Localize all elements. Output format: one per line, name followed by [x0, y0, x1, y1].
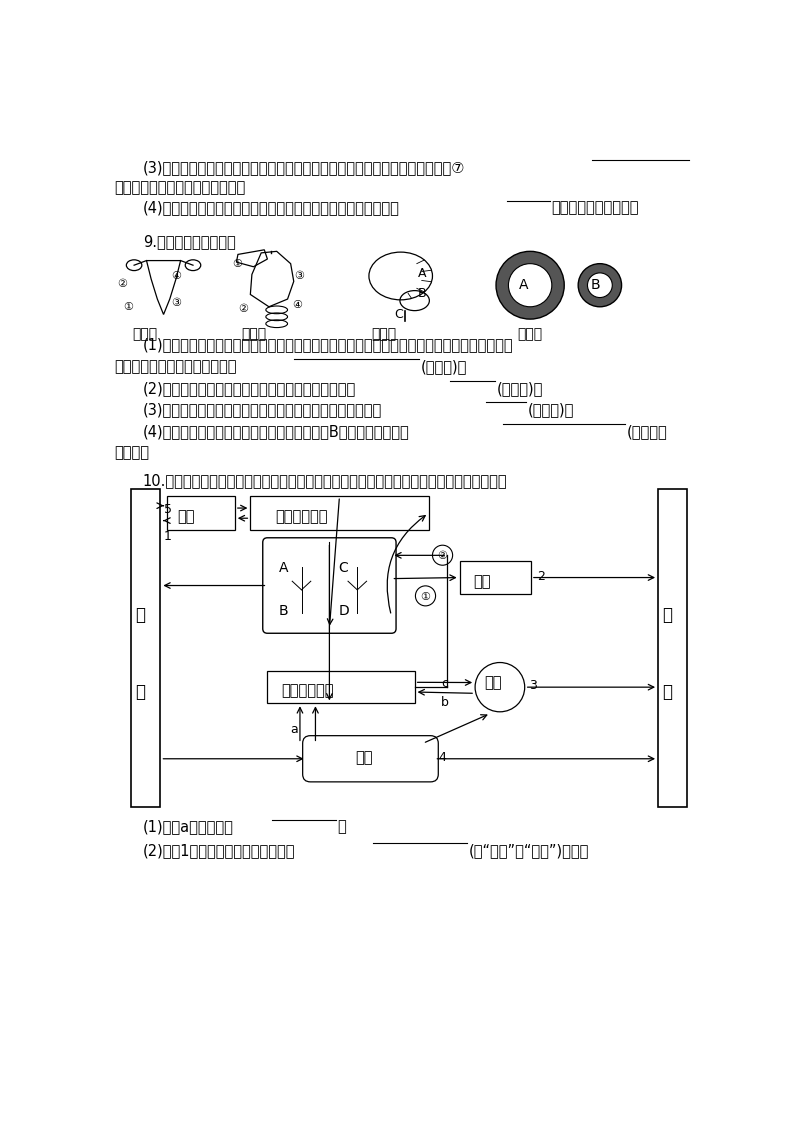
Text: 界: 界: [662, 683, 673, 701]
Text: D: D: [338, 604, 350, 618]
Text: ②: ②: [117, 280, 127, 289]
Text: 9.据图回答下列问题：: 9.据图回答下列问题：: [142, 234, 235, 249]
Text: (填代号)。: (填代号)。: [421, 359, 467, 375]
Text: 界: 界: [136, 683, 146, 701]
Text: b: b: [441, 696, 449, 710]
Text: C: C: [338, 561, 349, 575]
Text: (3)图（三）中植物人的神经系统可能没有受到损伤的部位是: (3)图（三）中植物人的神经系统可能没有受到损伤的部位是: [142, 402, 382, 418]
Text: 育、分娩依次经过图中的结构是: 育、分娩依次经过图中的结构是: [114, 359, 237, 375]
Text: （三）: （三）: [371, 327, 396, 341]
Text: (填“收缩”或“舒张”)状态。: (填“收缩”或“舒张”)状态。: [469, 842, 590, 858]
Text: 10.如图为人体呼吸系统、消化系统、循环系统和泌尿系统的生理活动示意图，请据图回答：: 10.如图为人体呼吸系统、消化系统、循环系统和泌尿系统的生理活动示意图，请据图回…: [142, 473, 507, 488]
Text: （二）: （二）: [241, 327, 266, 341]
Text: 3: 3: [530, 679, 538, 693]
Text: B: B: [279, 604, 289, 618]
Text: (1)图（一）为人体排卵、受精和胚泡发育示意图。请指出分泌卵细胞、受精卵的形成、胚胎发: (1)图（一）为人体排卵、受精和胚泡发育示意图。请指出分泌卵细胞、受精卵的形成、…: [142, 337, 514, 352]
Bar: [267, 671, 414, 703]
Text: 组织毛细血管: 组织毛细血管: [282, 684, 334, 698]
Text: (1)图中a生理过程叫: (1)图中a生理过程叫: [142, 820, 234, 834]
Text: ②: ②: [238, 303, 248, 314]
Text: 肺泡: 肺泡: [178, 509, 195, 524]
Text: A: A: [519, 277, 529, 292]
Text: ①: ①: [123, 302, 134, 312]
Text: 1: 1: [163, 530, 171, 543]
Text: ③: ③: [294, 272, 304, 282]
Text: 外: 外: [136, 606, 146, 624]
Text: ③: ③: [171, 298, 182, 308]
Text: B: B: [590, 277, 600, 292]
Text: C: C: [394, 308, 403, 321]
Circle shape: [587, 273, 612, 298]
Text: 2: 2: [537, 569, 545, 583]
Text: 5: 5: [163, 503, 171, 515]
Bar: [459, 561, 531, 593]
Bar: [166, 496, 235, 530]
Bar: [658, 489, 687, 807]
Text: ①: ①: [232, 259, 242, 269]
Text: A: A: [279, 561, 289, 575]
Text: (2)图中1生理过程进行时，膈肌处于: (2)图中1生理过程进行时，膈肌处于: [142, 842, 295, 858]
Text: （四）: （四）: [517, 327, 542, 341]
Text: ④: ④: [171, 272, 182, 282]
Text: 小肠: 小肠: [355, 749, 373, 765]
Text: 肺部毛细血管: 肺部毛细血管: [275, 509, 328, 524]
Circle shape: [496, 251, 564, 319]
Text: B: B: [418, 286, 426, 300]
Text: ②: ②: [437, 551, 447, 561]
Text: (答对两点: (答对两点: [627, 423, 668, 439]
Text: 。: 。: [337, 820, 346, 834]
Text: (2)图（二）中既能分泌消化液又能分泌激素的器官是: (2)图（二）中既能分泌消化液又能分泌激素的器官是: [142, 380, 356, 396]
Text: 张开，保持鼓膜内外的气压平衡。: 张开，保持鼓膜内外的气压平衡。: [114, 180, 245, 196]
Text: 所示结构的调节有关。: 所示结构的调节有关。: [551, 200, 638, 215]
Text: （一）: （一）: [133, 327, 158, 341]
Text: (填代号)。: (填代号)。: [528, 402, 574, 418]
Text: 即可）。: 即可）。: [114, 445, 149, 461]
Text: 细胞: 细胞: [485, 675, 502, 691]
Bar: [250, 496, 429, 530]
Text: ①: ①: [420, 592, 430, 602]
Text: 肾脏: 肾脏: [474, 574, 491, 589]
Text: (4)跳水运动员参加比赛时，动作协调、姿态优美。这与图中数字: (4)跳水运动员参加比赛时，动作协调、姿态优美。这与图中数字: [142, 200, 399, 215]
Text: ④: ④: [292, 300, 302, 310]
Bar: [131, 489, 161, 807]
Text: (填代号)。: (填代号)。: [497, 380, 543, 396]
Text: A: A: [418, 267, 426, 280]
Circle shape: [578, 264, 622, 307]
Text: (4)图（四）是人体中两种主要血管横切面图。B血管的结构特点是: (4)图（四）是人体中两种主要血管横切面图。B血管的结构特点是: [142, 423, 410, 439]
Text: 外: 外: [662, 606, 673, 624]
Text: (3)乘坐飞机时，乘务员往往要求乘客在飞机降落中咀嚼食物，其目的是为了使⑦: (3)乘坐飞机时，乘务员往往要求乘客在飞机降落中咀嚼食物，其目的是为了使⑦: [142, 161, 465, 175]
Text: 4: 4: [438, 751, 446, 764]
Text: a: a: [290, 723, 298, 736]
Text: c: c: [441, 677, 448, 691]
Circle shape: [509, 264, 552, 307]
